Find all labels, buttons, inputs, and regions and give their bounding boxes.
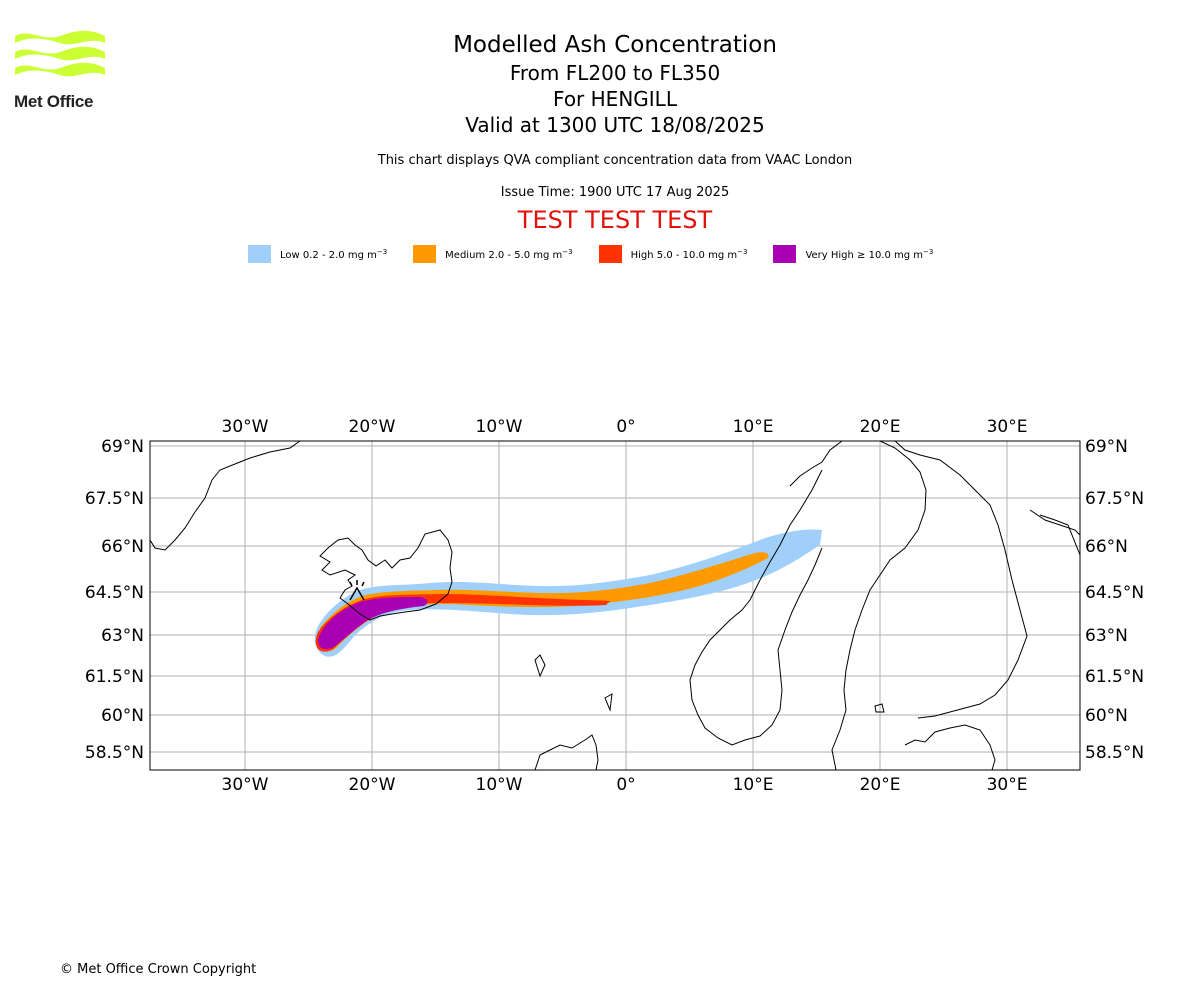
logo-waves-icon — [15, 30, 105, 77]
lon-label-bottom: 20°E — [860, 775, 901, 795]
scotland-coast — [534, 734, 599, 770]
map-frame — [149, 440, 1081, 771]
legend-item-low: Low 0.2 - 2.0 mg m−3 — [248, 245, 387, 263]
legend-swatch-very-high — [773, 245, 797, 263]
chart-titles: Modelled Ash Concentration From FL200 to… — [0, 30, 1200, 234]
lat-label-right: 63°N — [1085, 626, 1128, 646]
lon-label-top: 0° — [616, 417, 635, 437]
lat-label-right: 60°N — [1085, 706, 1128, 726]
lon-label-top: 30°E — [987, 417, 1028, 437]
lake-ladoga — [1039, 514, 1080, 556]
lon-label-bottom: 30°W — [222, 775, 269, 795]
lat-label-left: 58.5°N — [85, 743, 144, 763]
copyright-notice: © Met Office Crown Copyright — [60, 962, 257, 977]
lat-label-right: 61.5°N — [1085, 667, 1144, 687]
lon-label-bottom: 0° — [616, 775, 635, 795]
met-office-logo: Met Office — [14, 30, 106, 112]
subtitle: This chart displays QVA compliant concen… — [377, 153, 853, 168]
lat-label-right: 66°N — [1085, 537, 1128, 557]
lon-label-bottom: 20°W — [349, 775, 396, 795]
lon-label-top: 20°E — [860, 417, 901, 437]
lat-label-left: 63°N — [101, 626, 144, 646]
lat-label-right: 67.5°N — [1085, 489, 1144, 509]
lat-label-left: 61.5°N — [85, 667, 144, 687]
legend-item-high: High 5.0 - 10.0 mg m−3 — [598, 245, 748, 263]
legend-label-high: High 5.0 - 10.0 mg m−3 — [630, 247, 748, 261]
baltic-coast — [904, 724, 996, 770]
volcano-icon — [349, 580, 365, 601]
lat-label-left: 69°N — [101, 437, 144, 457]
greenland-coast — [150, 441, 301, 551]
norway-coast — [689, 441, 843, 746]
lon-label-bottom: 30°E — [987, 775, 1028, 795]
lon-label-top: 20°W — [349, 417, 396, 437]
issue-time: Issue Time: 1900 UTC 17 Aug 2025 — [500, 185, 730, 200]
title-valid-time: Valid at 1300 UTC 18/08/2025 — [465, 113, 765, 137]
legend: Low 0.2 - 2.0 mg m−3 Medium 2.0 - 5.0 mg… — [248, 244, 959, 264]
faroe-coast — [534, 654, 546, 678]
lat-label-right: 69°N — [1085, 437, 1128, 457]
legend-swatch-low — [248, 245, 271, 263]
lat-labels-right: 69°N 67.5°N 66°N 64.5°N 63°N 61.5°N 60°N… — [1085, 437, 1144, 763]
title-flight-levels: From FL200 to FL350 — [509, 61, 721, 85]
lon-label-top: 10°W — [476, 417, 523, 437]
legend-swatch-medium — [413, 245, 437, 263]
finland-coast — [894, 441, 1028, 719]
lat-label-left: 64.5°N — [85, 583, 144, 603]
test-banner: TEST TEST TEST — [517, 206, 713, 234]
ash-plume — [314, 529, 822, 657]
lon-label-top: 30°W — [222, 417, 269, 437]
lon-label-bottom: 10°E — [733, 775, 774, 795]
lon-labels-top: 30°W 20°W 10°W 0° 10°E 20°E 30°E — [222, 417, 1028, 437]
kola-coast — [1029, 509, 1080, 536]
legend-item-very-high: Very High ≥ 10.0 mg m−3 — [773, 245, 933, 263]
lat-label-left: 60°N — [101, 706, 144, 726]
map-gridlines — [150, 441, 1080, 770]
lon-labels-bottom: 30°W 20°W 10°W 0° 10°E 20°E 30°E — [222, 775, 1028, 795]
legend-label-very-high: Very High ≥ 10.0 mg m−3 — [805, 247, 934, 261]
iceland-coast — [319, 529, 453, 621]
lat-label-right: 64.5°N — [1085, 583, 1144, 603]
title-main: Modelled Ash Concentration — [453, 32, 777, 58]
lat-label-right: 58.5°N — [1085, 743, 1144, 763]
logo-text: Met Office — [14, 92, 94, 111]
lat-label-left: 67.5°N — [85, 489, 144, 509]
shetland-coast — [604, 693, 613, 712]
lat-labels-left: 69°N 67.5°N 66°N 64.5°N 63°N 61.5°N 60°N… — [85, 437, 144, 763]
legend-item-medium: Medium 2.0 - 5.0 mg m−3 — [413, 245, 573, 263]
plume-very-high — [318, 597, 428, 650]
lon-label-bottom: 10°W — [476, 775, 523, 795]
sweden-coast — [831, 441, 927, 770]
title-volcano: For HENGILL — [553, 87, 677, 111]
legend-label-medium: Medium 2.0 - 5.0 mg m−3 — [445, 247, 573, 261]
legend-swatch-high — [598, 245, 622, 263]
lon-label-top: 10°E — [733, 417, 774, 437]
legend-label-low: Low 0.2 - 2.0 mg m−3 — [280, 247, 388, 261]
lat-label-left: 66°N — [101, 537, 144, 557]
lake-vanern — [874, 703, 885, 713]
coastlines — [150, 441, 1080, 770]
